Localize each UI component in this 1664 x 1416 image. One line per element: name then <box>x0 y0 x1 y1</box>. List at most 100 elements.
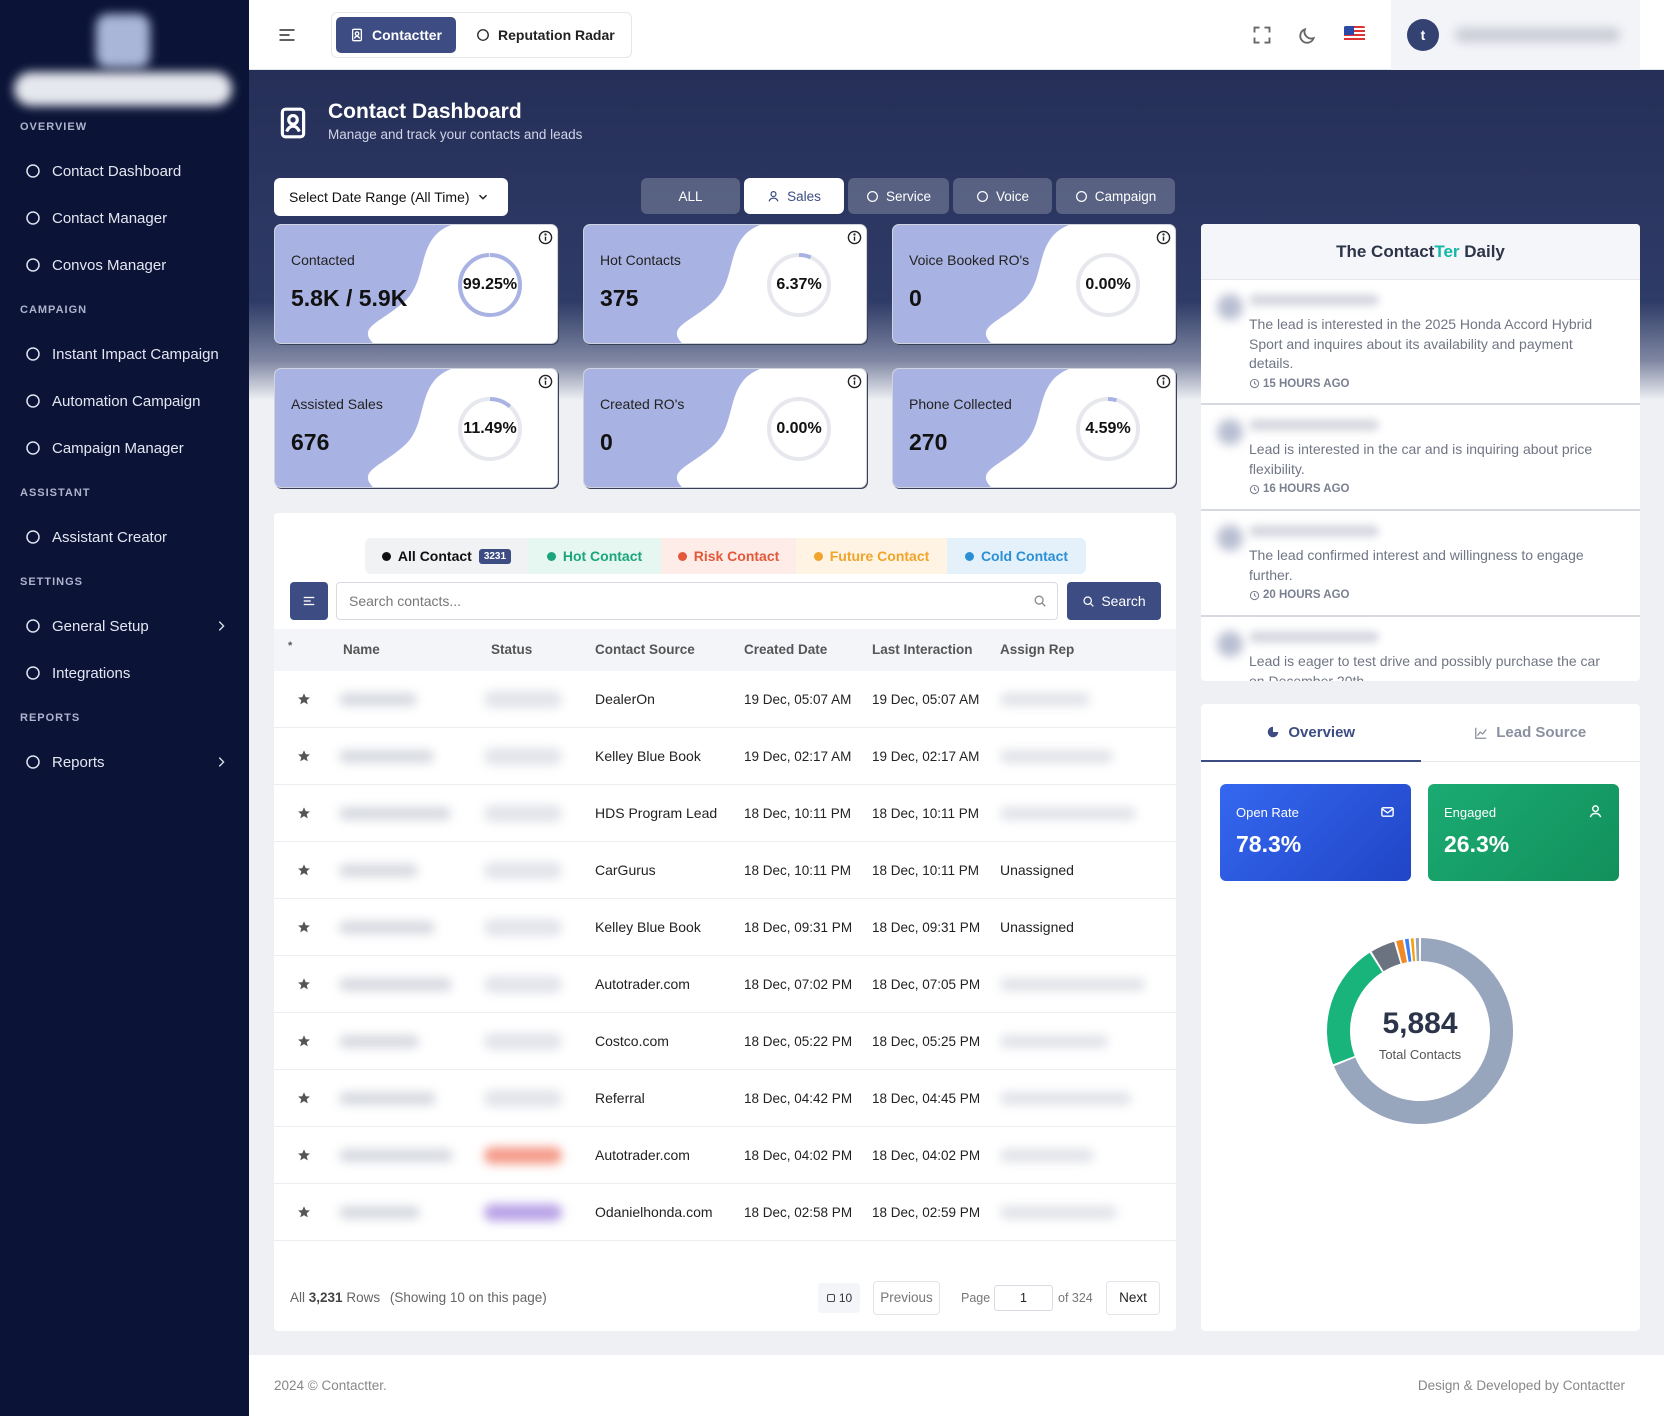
favorite-star-part <box>298 978 310 990</box>
stat-info[interactable] <box>847 374 862 389</box>
table-row[interactable]: Kelley Blue Book 19 Dec, 02:17 AM 19 Dec, … <box>274 728 1176 785</box>
filter-icon-part <box>867 190 878 202</box>
stat-label: Contacted <box>291 252 355 268</box>
contact-tab[interactable]: Cold Contact <box>947 538 1086 574</box>
previous-button[interactable]: Previous <box>873 1281 940 1315</box>
stat-label: Assisted Sales <box>291 396 383 412</box>
favorite-star-part <box>298 1092 310 1104</box>
clock-icon <box>1249 484 1260 494</box>
table-row[interactable]: Odanielhonda.com 18 Dec, 02:58 PM 18 Dec, … <box>274 1184 1176 1241</box>
nav-item[interactable]: Instant Impact Campaign <box>0 331 249 378</box>
user-avatar[interactable]: t <box>1407 19 1439 51</box>
contact-tab-dot <box>381 551 391 561</box>
filter-button[interactable]: Campaign <box>1056 178 1175 214</box>
table-row[interactable]: Kelley Blue Book 18 Dec, 09:31 PM 18 Dec, … <box>274 899 1176 956</box>
metric-icon <box>1589 805 1602 818</box>
name-blurred <box>339 1035 419 1048</box>
stat-ring <box>767 397 831 461</box>
filter-label: Service <box>885 188 931 204</box>
stat-percent: 0.00% <box>776 420 822 437</box>
daily-time: 15 HOURS AGO <box>1249 378 1618 390</box>
contact-tab-label: Risk Contact <box>693 548 780 564</box>
favorite-star[interactable] <box>297 1091 311 1105</box>
table-row[interactable]: DealerOn 19 Dec, 05:07 AM 19 Dec, 05:07 AM <box>274 671 1176 728</box>
favorite-star[interactable] <box>297 749 311 763</box>
search-button-label: Search <box>1101 593 1146 609</box>
table-row[interactable]: Autotrader.com 18 Dec, 04:02 PM 18 Dec, 04… <box>274 1127 1176 1184</box>
stat-info[interactable] <box>847 230 862 245</box>
menu-toggle[interactable] <box>277 25 297 45</box>
nav-item[interactable]: Campaign Manager <box>0 425 249 472</box>
summary-showing: (Showing 10 on this page) <box>389 1290 547 1305</box>
table-row[interactable]: Autotrader.com 18 Dec, 07:02 PM 18 Dec, 07… <box>274 956 1176 1013</box>
theme-toggle[interactable] <box>1298 25 1318 45</box>
favorite-star[interactable] <box>297 863 311 877</box>
nav-icon <box>26 394 40 408</box>
table-row[interactable]: CarGurus 18 Dec, 10:11 PM 18 Dec, 10:11 PM… <box>274 842 1176 899</box>
favorite-star[interactable] <box>297 977 311 991</box>
created-date: 19 Dec, 02:17 AM <box>744 749 852 764</box>
stat-info[interactable] <box>1156 230 1171 245</box>
table-row[interactable]: Costco.com 18 Dec, 05:22 PM 18 Dec, 05:25 … <box>274 1013 1176 1070</box>
contact-tab[interactable]: Future Contact <box>796 538 947 574</box>
stat-info[interactable] <box>538 230 553 245</box>
clock-icon-part <box>1253 592 1257 597</box>
filter-button[interactable]: Sales <box>744 178 844 214</box>
search-input[interactable]: Search contacts... <box>336 582 1058 620</box>
contact-tab[interactable]: Hot Contact <box>528 538 661 574</box>
table-row[interactable]: HDS Program Lead 18 Dec, 10:11 PM 18 Dec, … <box>274 785 1176 842</box>
page-size-select[interactable]: 10 <box>818 1283 860 1313</box>
favorite-star[interactable] <box>297 1148 311 1162</box>
nav-icon-part <box>26 755 40 769</box>
favorite-star[interactable] <box>297 1205 311 1219</box>
column-header: Name <box>343 642 380 657</box>
table-row[interactable]: Referral 18 Dec, 04:42 PM 18 Dec, 04:45 PM <box>274 1070 1176 1127</box>
column-header: Assign Rep <box>1000 642 1075 657</box>
filter-button[interactable]: ALL <box>641 178 740 214</box>
nav-item[interactable]: Contact Manager <box>0 195 249 242</box>
created-date: 18 Dec, 10:11 PM <box>744 806 852 821</box>
nav-item[interactable]: Contact Dashboard <box>0 148 249 195</box>
last-interaction: 19 Dec, 05:07 AM <box>872 692 980 707</box>
donut-segment <box>1333 938 1513 1124</box>
clock-icon <box>1249 590 1260 600</box>
app-tab[interactable]: Reputation Radar <box>462 17 629 53</box>
nav-item[interactable]: Convos Manager <box>0 242 249 289</box>
search-button[interactable]: Search <box>1067 582 1161 620</box>
nav-item[interactable]: Assistant Creator <box>0 514 249 561</box>
next-button[interactable]: Next <box>1106 1281 1160 1315</box>
flag-canton <box>1344 26 1354 35</box>
filter-toggle[interactable] <box>290 582 328 620</box>
daily-text: The lead is interested in the 2025 Honda… <box>1249 316 1593 371</box>
favorite-star[interactable] <box>297 806 311 820</box>
contact-source: Odanielhonda.com <box>595 1204 713 1220</box>
nav-item[interactable]: Automation Campaign <box>0 378 249 425</box>
contact-tab[interactable]: All Contact 3231 <box>365 538 528 574</box>
overview-tab[interactable]: Overview <box>1201 704 1421 762</box>
stat-info[interactable] <box>1156 374 1171 389</box>
daily-header: The ContactTer Daily <box>1201 224 1640 280</box>
favorite-star[interactable] <box>297 692 311 706</box>
contact-tab[interactable]: Risk Contact <box>661 538 796 574</box>
daily-item: The lead is interested in the 2025 Honda… <box>1201 280 1640 405</box>
date-range-select[interactable]: Select Date Range (All Time) <box>274 178 508 216</box>
stat-info-part <box>1162 377 1165 380</box>
nav-item[interactable]: Integrations <box>0 650 249 697</box>
nav-item[interactable]: Reports <box>0 739 249 786</box>
language-flag[interactable] <box>1344 26 1365 42</box>
stat-info[interactable] <box>538 374 553 389</box>
daily-title-part: Ter <box>1434 242 1460 261</box>
overview-tab[interactable]: Lead Source <box>1420 704 1640 762</box>
page-input[interactable]: 1 <box>994 1285 1053 1311</box>
app-tab[interactable]: Contactter <box>336 17 457 53</box>
nav-item[interactable]: General Setup <box>0 603 249 650</box>
favorite-star[interactable] <box>297 920 311 934</box>
favorite-star[interactable] <box>297 1034 311 1048</box>
filter-label: Voice <box>995 188 1030 204</box>
daily-text: The lead confirmed interest and willingn… <box>1249 547 1584 583</box>
date-range-chevron <box>479 194 487 200</box>
fullscreen-button[interactable] <box>1252 25 1272 45</box>
filter-button[interactable]: Voice <box>953 178 1052 214</box>
filter-button[interactable]: Service <box>848 178 949 214</box>
